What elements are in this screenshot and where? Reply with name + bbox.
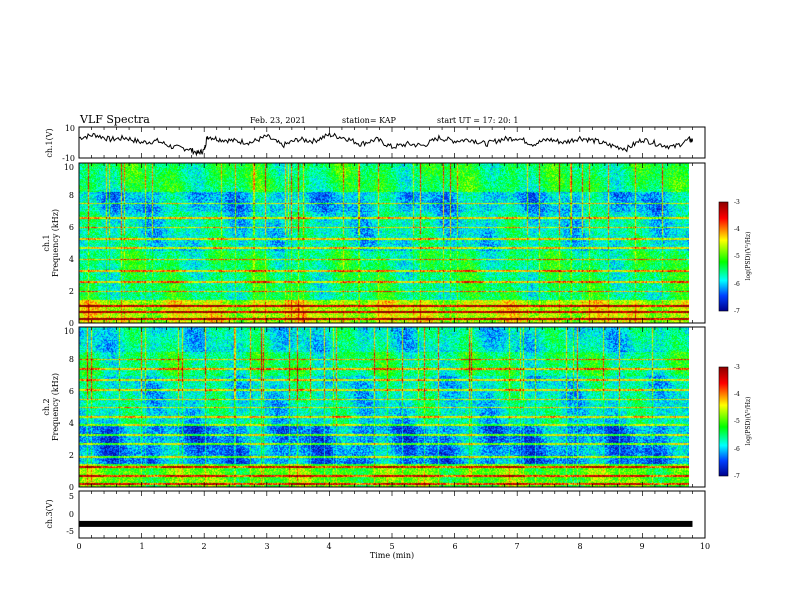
ch1-spectrogram-image xyxy=(79,163,705,323)
ch2-spectrogram-panel: 0 2 4 6 8 10 ch.2 Frequency (kHz) xyxy=(42,326,706,492)
xtick-7: 7 xyxy=(514,542,519,551)
cb2-tick-6: -6 xyxy=(734,446,740,453)
ch2-spectrogram-ticks xyxy=(78,327,706,487)
figure-title: VLF Spectra xyxy=(79,113,150,126)
xtick-0: 0 xyxy=(76,542,81,551)
cb2-tick-7: -7 xyxy=(734,473,740,480)
xtick-5: 5 xyxy=(389,542,394,551)
ch2-ylabel-frequency: Frequency (kHz) xyxy=(51,373,60,441)
ch1-ytick-bottom: -10 xyxy=(62,154,75,163)
ch2-ylabel-channel: ch.2 xyxy=(42,398,51,415)
xtick-6: 6 xyxy=(452,542,457,551)
ch1-ylabel: ch.1(V) xyxy=(45,128,54,157)
ch1-ytick-8: 8 xyxy=(69,191,74,200)
xtick-10: 10 xyxy=(700,542,710,551)
date-label: Feb. 23, 2021 xyxy=(250,116,306,125)
ch2-ytick-2: 2 xyxy=(69,451,74,460)
ch1-ylabel-channel: ch.1 xyxy=(42,234,51,251)
ch1-ytick-4: 4 xyxy=(69,255,74,264)
xaxis-label: Time (min) xyxy=(370,551,414,560)
ch1-ytick-10: 10 xyxy=(64,163,74,172)
ch2-ytick-4: 4 xyxy=(69,419,74,428)
ch1-ytick-6: 6 xyxy=(69,223,74,232)
spectrogram-raster xyxy=(79,163,689,323)
ch2-colorbar: -3 -4 -5 -6 -7 log(PSD)(V²/Hz) xyxy=(718,364,752,480)
ch2-spectrogram-image xyxy=(79,327,705,487)
ch3-ytick-0: 0 xyxy=(69,510,74,519)
ch1-ytick-2: 2 xyxy=(69,287,74,296)
ch1-ytick-0: 0 xyxy=(69,319,74,328)
xtick-3: 3 xyxy=(264,542,269,551)
start-time-label: start UT = 17: 20: 1 xyxy=(437,116,518,125)
ch1-waveform-line xyxy=(78,131,693,157)
cb2-tick-5: -5 xyxy=(734,418,740,425)
ch1-waveform-panel: 10 -10 ch.1(V) xyxy=(45,124,706,163)
cb1-tick-4: -4 xyxy=(734,226,740,233)
ch1-ytick-top: 10 xyxy=(65,124,75,133)
ch1-spectrogram-ticks xyxy=(78,163,706,323)
xtick-9: 9 xyxy=(639,542,644,551)
xtick-2: 2 xyxy=(201,542,206,551)
ch1-spectrogram-panel: 0 2 4 6 8 10 ch.1 Frequency (kHz) xyxy=(42,162,706,328)
ch3-waveform-band xyxy=(79,520,693,527)
ch1-ylabel-frequency: Frequency (kHz) xyxy=(51,209,60,277)
cb1-tick-7: -7 xyxy=(734,308,740,315)
xtick-1: 1 xyxy=(139,542,144,551)
station-label: station= KAP xyxy=(342,116,397,125)
xtick-4: 4 xyxy=(326,542,331,551)
ch2-ytick-6: 6 xyxy=(69,387,74,396)
cb1-tick-6: -6 xyxy=(734,281,740,288)
ch2-ytick-0: 0 xyxy=(69,483,74,492)
ch1-waveform-ticks xyxy=(78,127,706,158)
cb2-label: log(PSD)(V²/Hz) xyxy=(745,397,752,446)
xtick-8: 8 xyxy=(577,542,582,551)
cb1-tick-3: -3 xyxy=(734,199,740,206)
spectrogram-raster xyxy=(79,327,689,487)
ch3-waveform-panel: 5 0 -5 ch.3(V) xyxy=(45,490,706,539)
ch2-ytick-10: 10 xyxy=(64,327,74,336)
ch3-ytick-minus5: -5 xyxy=(66,527,74,536)
ch3-ytick-5: 5 xyxy=(69,492,74,501)
ch3-waveform-ticks xyxy=(78,491,706,538)
cb1-label: log(PSD)(V²/Hz) xyxy=(745,232,752,281)
ch2-ytick-8: 8 xyxy=(69,355,74,364)
time-axis: 0 1 2 3 4 5 6 7 8 9 10 Time (min) xyxy=(76,542,710,560)
cb2-tick-4: -4 xyxy=(734,391,740,398)
ch1-colorbar: -3 -4 -5 -6 -7 log(PSD)(V²/Hz) xyxy=(718,199,752,315)
cb2-tick-3: -3 xyxy=(734,364,740,371)
cb1-tick-5: -5 xyxy=(734,253,740,260)
ch3-ylabel: ch.3(V) xyxy=(45,499,54,528)
